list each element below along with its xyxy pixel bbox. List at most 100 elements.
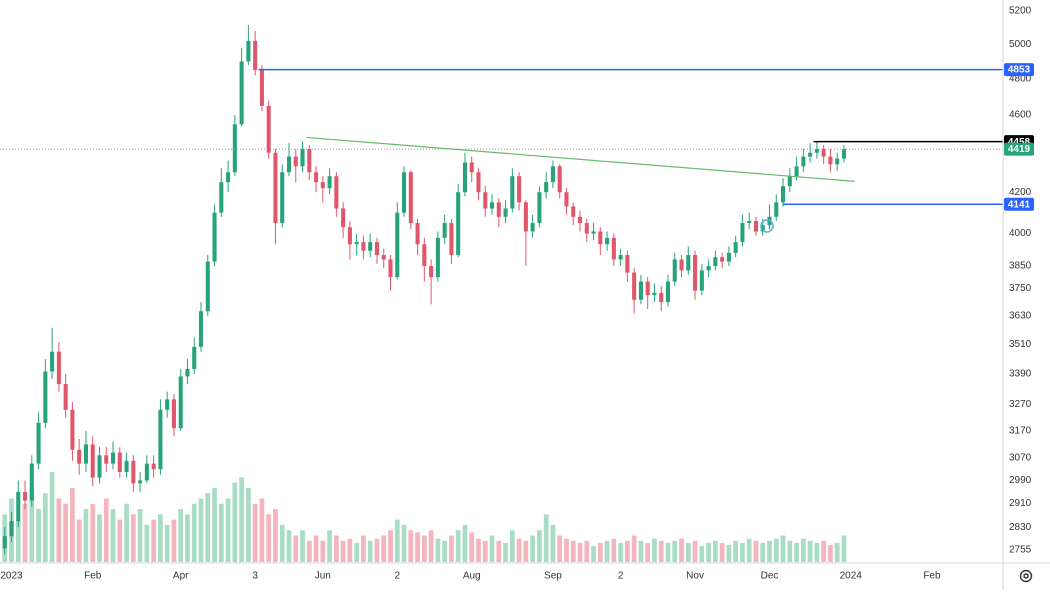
candle-body — [747, 220, 752, 224]
candle-body — [517, 176, 522, 203]
candle-body — [510, 176, 515, 209]
volume-bar — [570, 540, 576, 562]
volume-bar — [631, 535, 637, 562]
y-tick-label: 3170 — [1009, 426, 1032, 437]
volume-bar — [435, 538, 441, 562]
candle-body — [740, 223, 745, 243]
candle-body — [293, 156, 298, 167]
candle-body — [104, 455, 109, 464]
candle-body — [29, 463, 34, 501]
x-tick-label: 2023 — [0, 571, 23, 582]
candle-body — [841, 149, 846, 159]
volume-bar — [550, 524, 556, 562]
last-price-label: 4419 — [1008, 144, 1031, 155]
x-tick-label: 2024 — [840, 571, 863, 582]
candle-body — [659, 292, 664, 303]
candle-body — [259, 70, 264, 106]
volume-bar — [753, 540, 759, 562]
candle-body — [151, 463, 156, 470]
candle-body — [239, 61, 244, 125]
settings-icon[interactable] — [1019, 569, 1033, 583]
volume-bar — [841, 535, 847, 562]
candle-body — [598, 231, 603, 245]
volume-bar — [503, 542, 508, 562]
candle-body — [753, 220, 759, 232]
candle-body — [733, 242, 738, 253]
candle-body — [462, 162, 467, 193]
level-label-box — [1004, 63, 1034, 77]
volume-bar — [259, 498, 265, 562]
volume-bar — [706, 542, 711, 562]
volume-bar — [618, 542, 623, 562]
volume-bar — [151, 519, 156, 562]
candle-body — [618, 255, 623, 260]
candle-body — [117, 452, 122, 472]
candle-body — [456, 192, 461, 256]
volume-bar — [746, 538, 752, 562]
candle-body — [16, 491, 21, 522]
volume-bar — [482, 540, 488, 562]
candle-body — [814, 148, 819, 153]
volume-bar — [421, 535, 427, 562]
x-tick-label: Feb — [84, 571, 102, 582]
volume-bar — [672, 540, 678, 562]
candle-body — [726, 252, 731, 262]
volume-bar — [577, 542, 583, 562]
y-tick-label: 2755 — [1009, 545, 1032, 556]
y-tick-label: 3510 — [1009, 339, 1032, 350]
candle-body — [672, 259, 677, 282]
volume-bar — [828, 545, 833, 562]
volume-bar — [455, 530, 461, 562]
volume-bar — [489, 535, 495, 562]
candle-body — [219, 182, 224, 213]
volume-bar — [306, 540, 312, 562]
volume-bar — [42, 493, 48, 562]
level-label: 4141 — [1008, 199, 1031, 210]
candle-body — [503, 208, 508, 217]
volume-bar — [70, 487, 75, 562]
x-tick-label: Sep — [544, 571, 562, 582]
candle-body — [232, 124, 237, 173]
candle-body — [388, 259, 393, 278]
y-tick-label: 5000 — [1009, 39, 1032, 50]
volume-bar — [469, 532, 475, 562]
candle-body — [605, 237, 610, 245]
volume-bar — [354, 542, 360, 562]
volume-bar — [537, 530, 542, 562]
y-tick-label: 2830 — [1009, 522, 1032, 533]
candle-body — [307, 148, 312, 173]
candle-body — [544, 182, 549, 193]
volume-bar — [171, 519, 177, 562]
candle-body — [530, 223, 535, 232]
candle-body — [496, 202, 501, 217]
candle-body — [334, 176, 339, 209]
volume-bar — [300, 530, 305, 562]
volume-bar — [361, 535, 366, 562]
candle-body — [577, 216, 583, 224]
candle-body — [638, 281, 643, 300]
candle-body — [625, 255, 630, 273]
volume-bar — [178, 509, 184, 562]
last-price-box — [1004, 142, 1034, 156]
volume-bar — [821, 540, 827, 562]
volume-bar — [388, 530, 393, 562]
candle-body — [178, 376, 183, 429]
volume-bar — [185, 514, 190, 562]
candle-body — [205, 261, 210, 312]
volume-bar — [408, 530, 414, 562]
volume-bar — [625, 540, 630, 562]
candle-body — [835, 158, 840, 165]
volume-bar — [814, 542, 820, 562]
volume-bar — [449, 535, 454, 562]
volume-bar — [394, 519, 400, 562]
volume-bar — [401, 524, 407, 562]
candle-body — [611, 237, 616, 260]
candle-body — [476, 172, 481, 193]
volume-bar — [83, 509, 89, 562]
volume-bar — [591, 546, 596, 562]
volume-bar — [56, 498, 62, 562]
volume-bar — [604, 540, 610, 562]
candle-body — [23, 491, 28, 501]
